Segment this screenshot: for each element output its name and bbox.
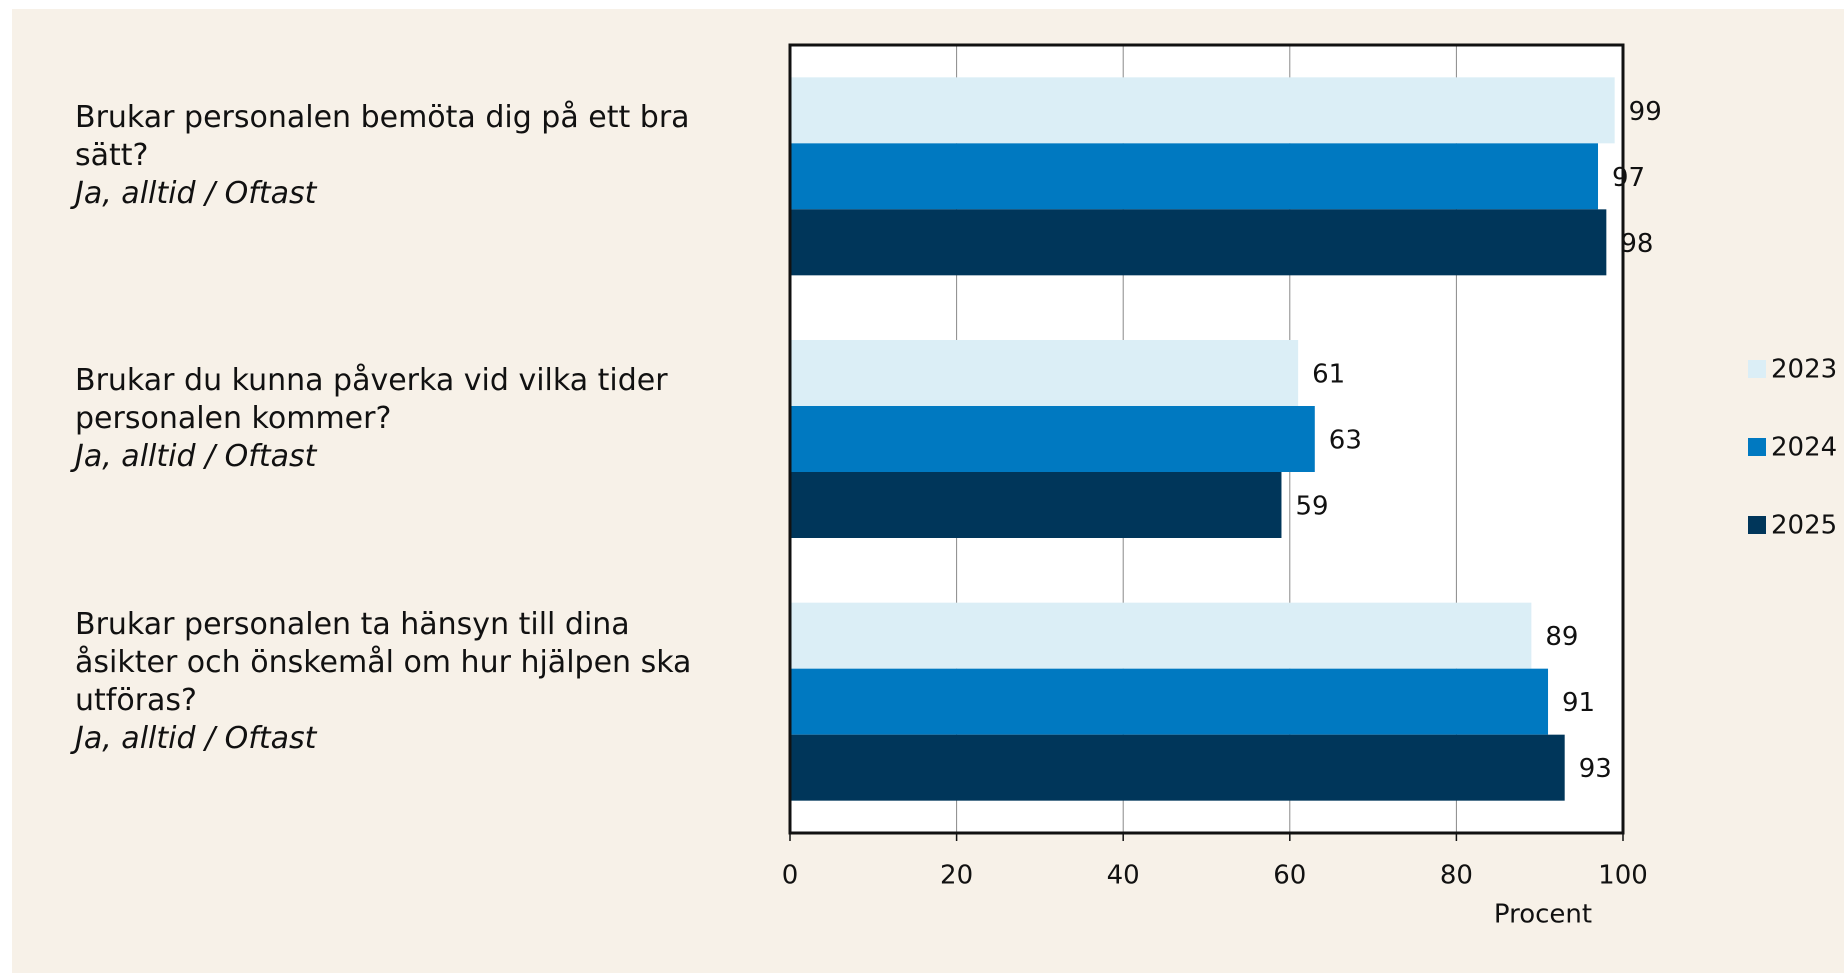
value-label: 61 xyxy=(1312,360,1345,390)
x-tick-label: 80 xyxy=(1440,861,1473,891)
category-note: Ja, alltid / Oftast xyxy=(75,720,317,756)
x-tick-label: 0 xyxy=(782,861,799,891)
value-label: 63 xyxy=(1329,426,1362,456)
category-note: Ja, alltid / Oftast xyxy=(75,439,317,474)
bar xyxy=(790,340,1299,406)
plot-border xyxy=(788,43,1625,835)
value-label: 91 xyxy=(1562,688,1595,718)
x-tick-label: 100 xyxy=(1598,861,1648,891)
category-label: Brukar personalen ta hänsyn till dina ås… xyxy=(75,606,715,758)
legend-label: 2023 xyxy=(1771,355,1837,385)
category-question: Brukar du kunna påverka vid vilka tider … xyxy=(75,363,668,436)
category-label: Brukar du kunna påverka vid vilka tider … xyxy=(75,362,715,476)
legend-swatch xyxy=(1748,516,1766,534)
x-tick-label: 60 xyxy=(1273,861,1306,891)
value-label: 59 xyxy=(1295,492,1328,522)
category-label: Brukar personalen bemöta dig på ett bra … xyxy=(75,99,715,213)
bar xyxy=(790,77,1615,144)
legend-label: 2025 xyxy=(1771,511,1837,541)
bar xyxy=(790,143,1599,210)
x-axis-label: Procent xyxy=(1494,900,1592,930)
bar xyxy=(790,209,1607,276)
value-label: 98 xyxy=(1620,229,1653,259)
bar xyxy=(790,472,1282,538)
value-label: 99 xyxy=(1629,97,1662,127)
bar xyxy=(790,734,1565,801)
value-label: 89 xyxy=(1545,622,1578,652)
legend-swatch xyxy=(1748,360,1766,378)
bar xyxy=(790,602,1532,669)
category-question: Brukar personalen bemöta dig på ett bra … xyxy=(75,100,690,174)
value-label: 97 xyxy=(1612,163,1645,193)
bar xyxy=(790,668,1549,735)
category-question: Brukar personalen ta hänsyn till dina ås… xyxy=(75,606,692,718)
x-tick-label: 20 xyxy=(940,861,973,891)
legend-label: 2024 xyxy=(1771,433,1837,463)
category-note: Ja, alltid / Oftast xyxy=(75,176,317,212)
x-tick-label: 40 xyxy=(1107,861,1140,891)
legend-swatch xyxy=(1748,438,1766,456)
value-label: 93 xyxy=(1579,754,1612,784)
bar xyxy=(790,406,1315,472)
